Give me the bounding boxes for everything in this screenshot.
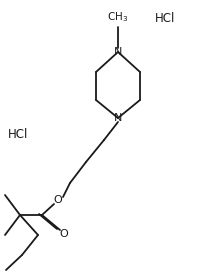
Text: HCl: HCl bbox=[8, 129, 28, 141]
Text: N: N bbox=[114, 47, 122, 57]
Text: CH$_3$: CH$_3$ bbox=[107, 10, 129, 24]
Text: O: O bbox=[54, 195, 62, 205]
Text: N: N bbox=[114, 113, 122, 123]
Text: O: O bbox=[60, 229, 68, 239]
Text: HCl: HCl bbox=[155, 11, 175, 25]
